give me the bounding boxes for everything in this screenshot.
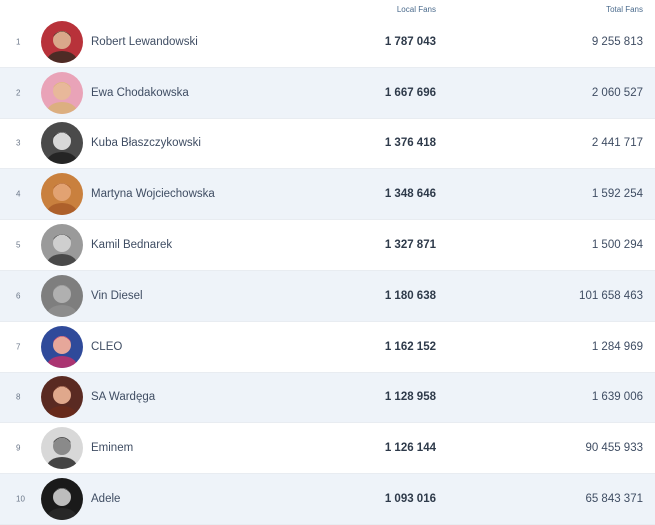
profile-name-link[interactable]: CLEO bbox=[91, 340, 123, 353]
rank-number: 3 bbox=[16, 138, 21, 148]
rank-number: 5 bbox=[16, 240, 21, 250]
avatar[interactable] bbox=[41, 478, 83, 521]
table-row[interactable]: 3 Kuba Błaszczykowski 1 376 418 2 441 717 bbox=[0, 119, 655, 170]
local-fans-value: 1 348 646 bbox=[384, 188, 436, 201]
avatar[interactable] bbox=[41, 427, 83, 470]
table-row[interactable]: 5 Kamil Bednarek 1 327 871 1 500 294 bbox=[0, 220, 655, 271]
profile-name-link[interactable]: Martyna Wojciechowska bbox=[91, 188, 215, 201]
local-fans-value: 1 093 016 bbox=[384, 493, 436, 506]
local-fans-value: 1 787 043 bbox=[384, 35, 436, 48]
profile-name-link[interactable]: Kuba Błaszczykowski bbox=[91, 137, 201, 150]
avatar[interactable] bbox=[41, 325, 83, 368]
profile-name-link[interactable]: Eminem bbox=[91, 442, 134, 455]
total-fans-value: 1 592 254 bbox=[591, 188, 643, 201]
table-row[interactable]: 7 CLEO 1 162 152 1 284 969 bbox=[0, 322, 655, 373]
local-fans-value: 1 162 152 bbox=[384, 340, 436, 353]
table-row[interactable]: 2 Ewa Chodakowska 1 667 696 2 060 527 bbox=[0, 67, 655, 119]
table-row[interactable]: 8 SA Wardęga 1 128 958 1 639 006 bbox=[0, 372, 655, 424]
total-fans-value: 101 658 463 bbox=[579, 289, 643, 302]
total-fans-value: 9 255 813 bbox=[591, 35, 643, 48]
total-fans-value: 1 639 006 bbox=[591, 391, 643, 404]
total-fans-value: 2 441 717 bbox=[591, 137, 643, 150]
local-fans-value: 1 128 958 bbox=[384, 391, 436, 404]
total-fans-value: 65 843 371 bbox=[585, 493, 643, 506]
local-fans-header[interactable]: Local Fans bbox=[396, 5, 436, 14]
avatar[interactable] bbox=[41, 71, 83, 114]
table-row[interactable]: 1 Robert Lewandowski 1 787 043 9 255 813 bbox=[0, 17, 655, 68]
avatar[interactable] bbox=[41, 224, 83, 267]
rank-number: 2 bbox=[16, 88, 21, 98]
table-row[interactable]: 4 Martyna Wojciechowska 1 348 646 1 592 254 bbox=[0, 169, 655, 221]
rank-number: 9 bbox=[16, 443, 21, 453]
total-fans-value: 1 284 969 bbox=[591, 340, 643, 353]
avatar[interactable] bbox=[41, 274, 83, 317]
table-header: Local Fans Total Fans bbox=[0, 0, 655, 17]
avatar[interactable] bbox=[41, 173, 83, 216]
table-body: 1 Robert Lewandowski 1 787 043 9 255 813 2 Ew… bbox=[0, 17, 655, 525]
total-fans-header[interactable]: Total Fans bbox=[606, 5, 643, 14]
profile-name-link[interactable]: Robert Lewandowski bbox=[91, 35, 198, 48]
profile-name-link[interactable]: Kamil Bednarek bbox=[91, 239, 173, 252]
local-fans-value: 1 667 696 bbox=[384, 86, 436, 99]
table-row[interactable]: 10 Adele 1 093 016 65 843 371 bbox=[0, 474, 655, 525]
local-fans-value: 1 180 638 bbox=[384, 289, 436, 302]
profile-name-link[interactable]: Ewa Chodakowska bbox=[91, 86, 189, 99]
total-fans-value: 90 455 933 bbox=[585, 442, 643, 455]
avatar[interactable] bbox=[41, 376, 83, 419]
rank-number: 1 bbox=[16, 37, 21, 47]
rank-number: 4 bbox=[16, 189, 21, 199]
table-row[interactable]: 6 Vin Diesel 1 180 638 101 658 463 bbox=[0, 270, 655, 322]
local-fans-value: 1 327 871 bbox=[384, 239, 436, 252]
rank-number: 7 bbox=[16, 342, 21, 352]
profile-name-link[interactable]: Vin Diesel bbox=[91, 289, 143, 302]
local-fans-value: 1 376 418 bbox=[384, 137, 436, 150]
rank-number: 8 bbox=[16, 392, 21, 402]
profile-name-link[interactable]: SA Wardęga bbox=[91, 391, 156, 404]
rank-number: 6 bbox=[16, 291, 21, 301]
avatar[interactable] bbox=[41, 122, 83, 165]
avatar[interactable] bbox=[41, 20, 83, 63]
total-fans-value: 2 060 527 bbox=[591, 86, 643, 99]
total-fans-value: 1 500 294 bbox=[591, 239, 643, 252]
table-row[interactable]: 9 Eminem 1 126 144 90 455 933 bbox=[0, 423, 655, 475]
local-fans-value: 1 126 144 bbox=[384, 442, 436, 455]
profile-name-link[interactable]: Adele bbox=[91, 493, 121, 506]
rank-number: 10 bbox=[16, 494, 25, 504]
